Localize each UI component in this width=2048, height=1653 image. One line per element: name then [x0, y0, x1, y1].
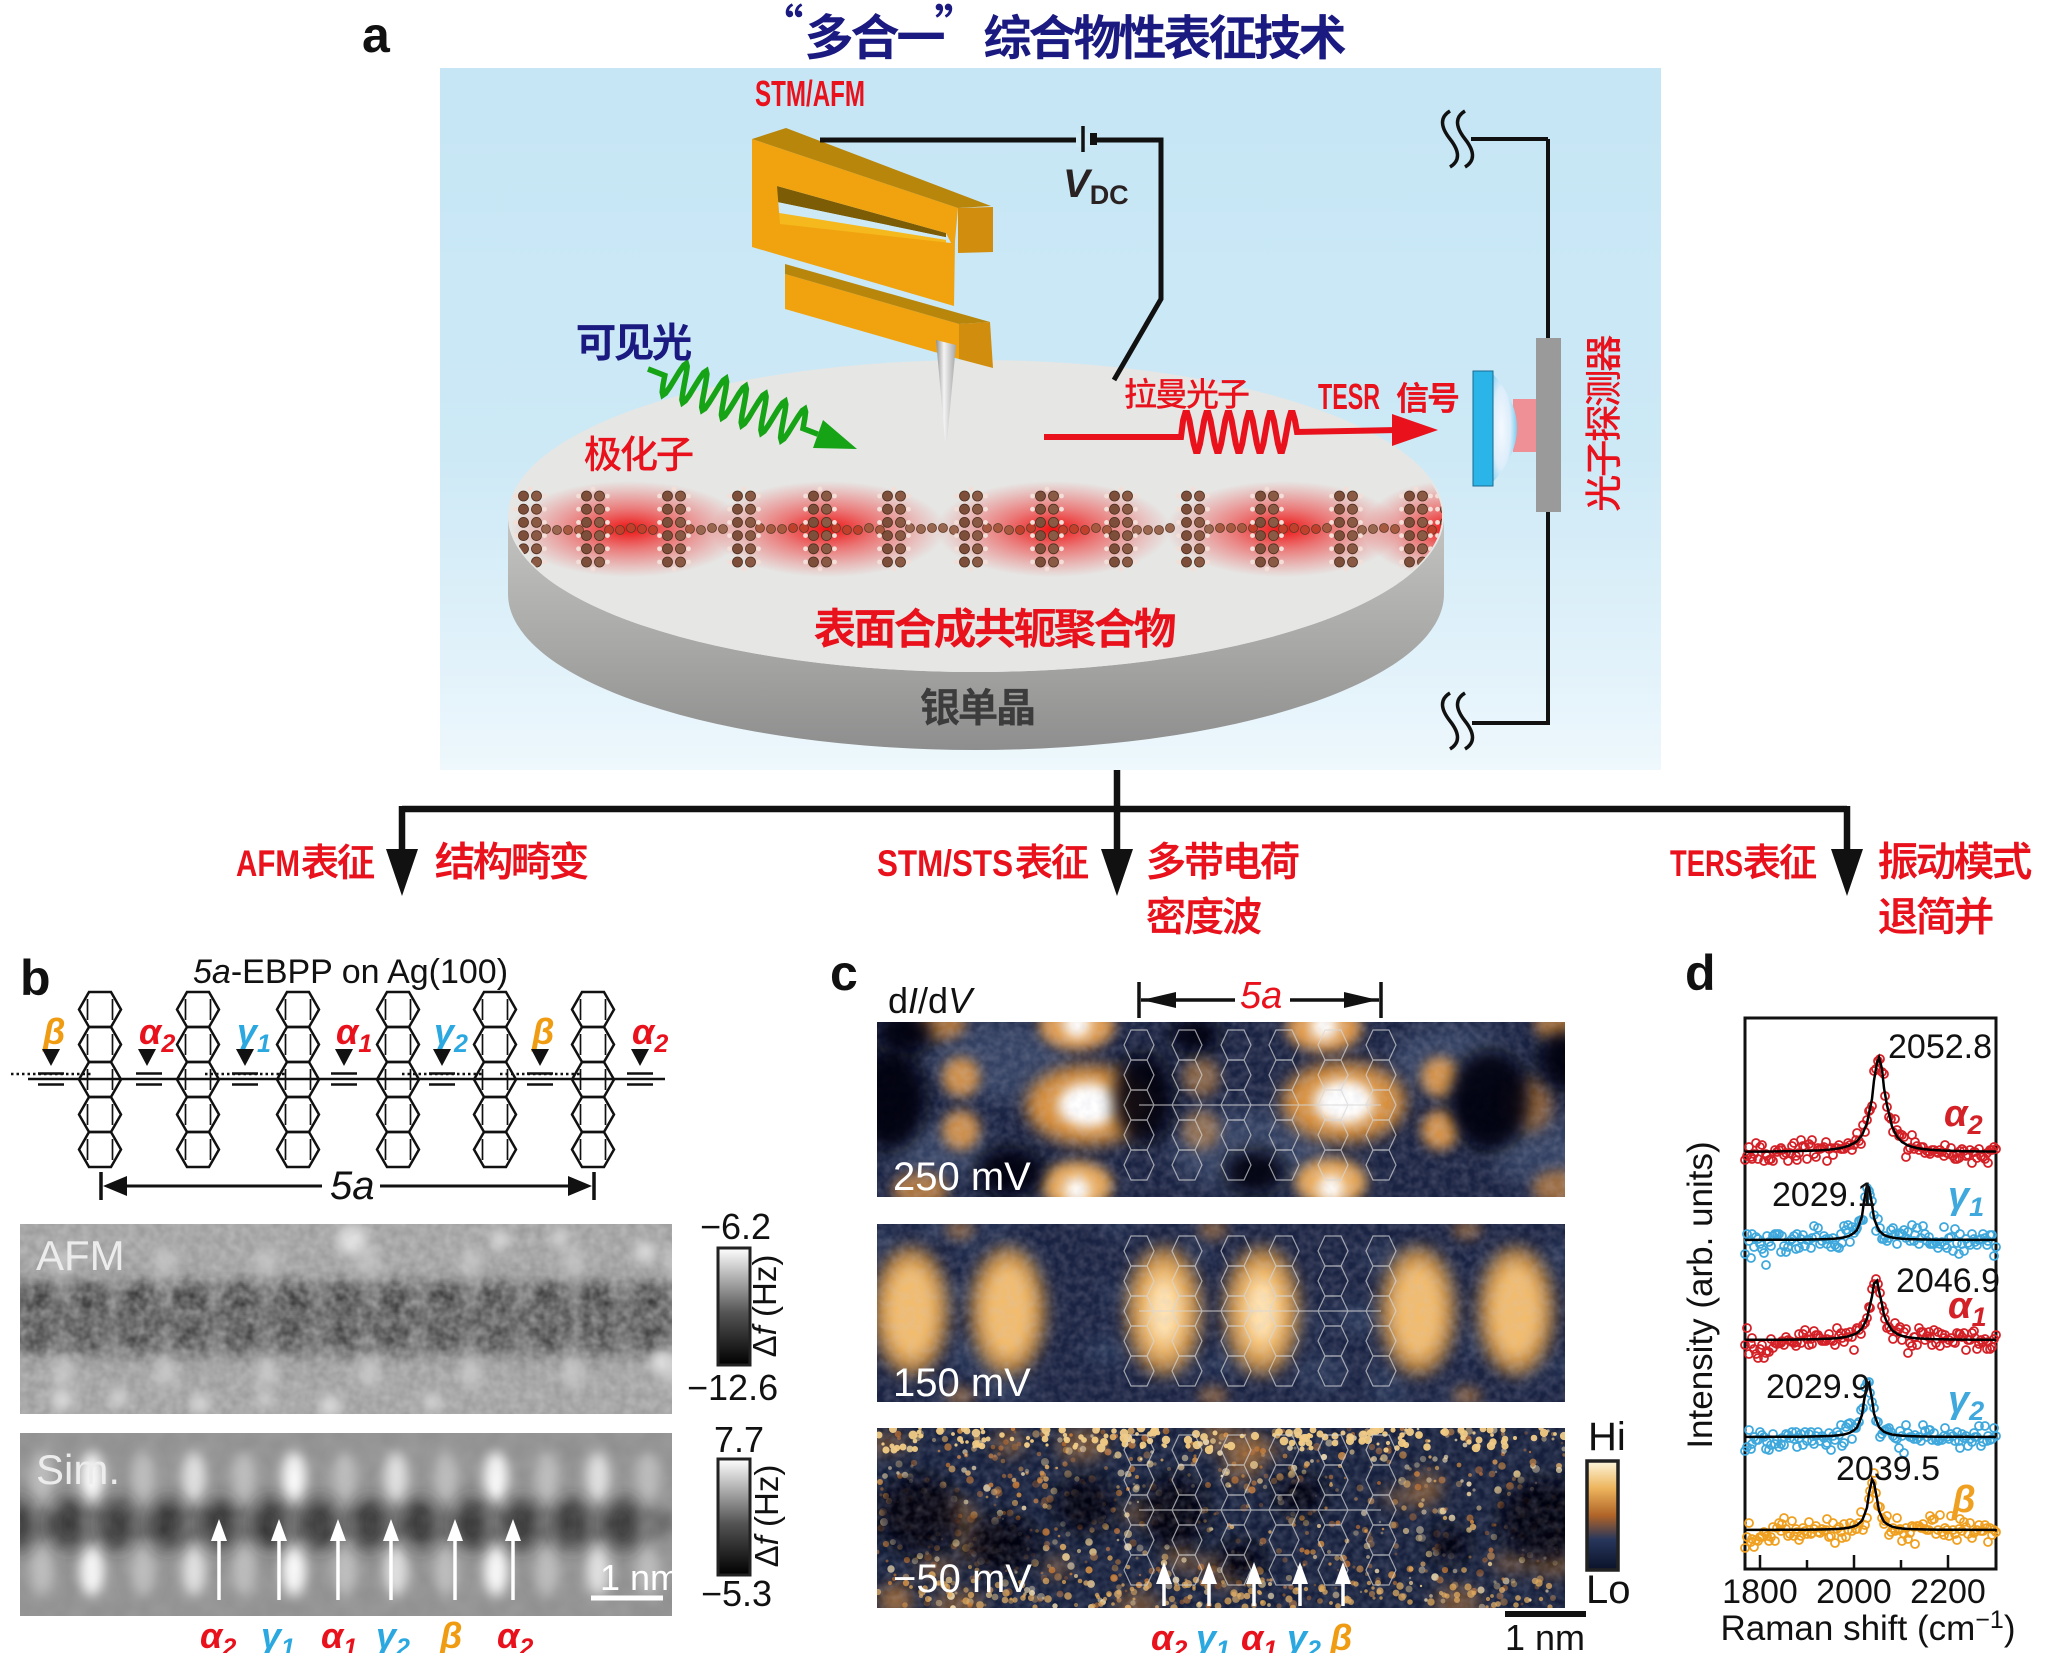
- svg-text:Intensity (arb. units): Intensity (arb. units): [1681, 1141, 1720, 1448]
- svg-text:d: d: [1685, 945, 1716, 1001]
- svg-text:STM/STS: STM/STS: [877, 843, 1013, 884]
- svg-text:−50 mV: −50 mV: [893, 1557, 1032, 1601]
- svg-text:TESR: TESR: [1318, 376, 1380, 417]
- svg-text:2200: 2200: [1910, 1573, 1986, 1611]
- svg-text:1 nm: 1 nm: [1505, 1617, 1585, 1653]
- svg-text:γ2: γ2: [1287, 1617, 1321, 1653]
- svg-text:5a: 5a: [330, 1164, 375, 1208]
- svg-text:β: β: [42, 1011, 65, 1052]
- svg-text:−6.2: −6.2: [700, 1206, 771, 1247]
- svg-text:5a-EBPP on Ag(100): 5a-EBPP on Ag(100): [193, 953, 508, 991]
- svg-text:γ1: γ1: [1196, 1617, 1230, 1653]
- svg-text:b: b: [20, 950, 51, 1006]
- svg-text:γ1: γ1: [261, 1615, 295, 1653]
- svg-text:β: β: [439, 1615, 462, 1653]
- svg-text:γ2: γ2: [376, 1615, 410, 1653]
- svg-text:α2: α2: [497, 1615, 533, 1653]
- svg-text:β: β: [1329, 1617, 1352, 1653]
- svg-text:2046.9: 2046.9: [1896, 1262, 2000, 1300]
- svg-text:α1: α1: [1241, 1617, 1277, 1653]
- svg-text:β: β: [1951, 1479, 1976, 1521]
- svg-text:a: a: [362, 7, 391, 63]
- svg-text:2029.1: 2029.1: [1772, 1176, 1876, 1214]
- svg-text:2052.8: 2052.8: [1888, 1028, 1992, 1066]
- svg-text:2029.9: 2029.9: [1766, 1368, 1870, 1406]
- svg-text:Lo: Lo: [1586, 1568, 1631, 1612]
- svg-text:dI/dV: dI/dV: [888, 980, 975, 1021]
- svg-text:250 mV: 250 mV: [893, 1155, 1031, 1199]
- svg-text:α2: α2: [200, 1615, 236, 1653]
- svg-text:AFM: AFM: [236, 843, 300, 884]
- svg-text:−12.6: −12.6: [687, 1367, 778, 1408]
- svg-text:2000: 2000: [1816, 1573, 1892, 1611]
- svg-text:β: β: [531, 1011, 554, 1052]
- svg-text:AFM: AFM: [36, 1232, 125, 1279]
- svg-text:1800: 1800: [1722, 1573, 1798, 1611]
- svg-text:STM/AFM: STM/AFM: [755, 73, 865, 114]
- svg-text:5a: 5a: [1240, 975, 1282, 1017]
- svg-text:2039.5: 2039.5: [1836, 1450, 1940, 1488]
- svg-text:Hi: Hi: [1588, 1415, 1626, 1459]
- svg-text:Raman shift (cm−1): Raman shift (cm−1): [1721, 1606, 2016, 1648]
- svg-text:7.7: 7.7: [714, 1419, 764, 1460]
- svg-text:Δf (Hz): Δf (Hz): [748, 1465, 785, 1568]
- svg-text:−5.3: −5.3: [701, 1573, 772, 1614]
- svg-text:α1: α1: [321, 1615, 357, 1653]
- svg-text:TERS: TERS: [1670, 843, 1743, 884]
- svg-text:1 nm: 1 nm: [600, 1557, 680, 1598]
- svg-text:Sim.: Sim.: [36, 1446, 120, 1493]
- svg-text:α2: α2: [1151, 1617, 1187, 1653]
- svg-text:Δf (Hz): Δf (Hz): [746, 1255, 783, 1358]
- svg-text:150 mV: 150 mV: [893, 1361, 1031, 1405]
- svg-text:c: c: [830, 945, 858, 1001]
